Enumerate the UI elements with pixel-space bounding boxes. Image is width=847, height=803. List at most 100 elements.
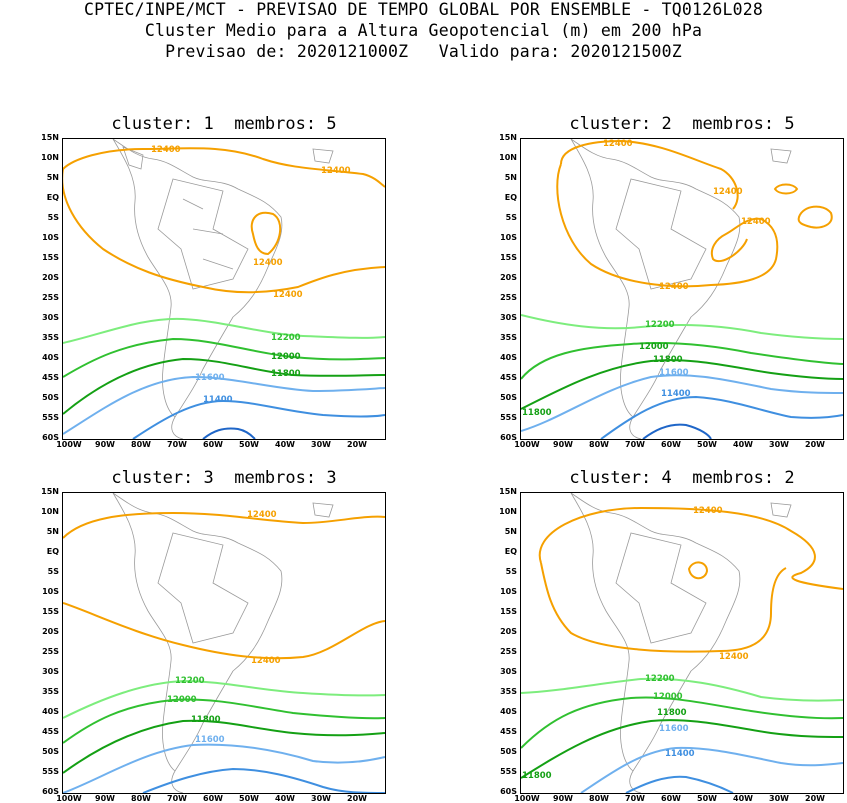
contour-12200 [63, 679, 385, 719]
lat-tick-label: 5S [505, 213, 517, 222]
label-a: 12400 [603, 139, 633, 149]
lon-tick-label: 80W [131, 440, 151, 449]
lon-tick-label: 50W [239, 440, 259, 449]
lon-tick-label: 50W [697, 440, 717, 449]
label-e: 12200 [645, 674, 675, 684]
main-title-line-2: Cluster Medio para a Altura Geopotencial… [144, 21, 703, 40]
lon-tick-label: 20W [347, 794, 367, 803]
label-i: 11400 [665, 749, 695, 759]
lat-tick-label: 25S [42, 293, 59, 302]
lat-tick-label: 35S [42, 333, 59, 342]
lat-tick-label: 10N [499, 507, 517, 516]
contour-11600 [63, 375, 385, 435]
lon-tick-label: 40W [733, 794, 753, 803]
label-d: 12400 [251, 656, 281, 666]
lon-tick-label: 70W [167, 794, 187, 803]
label-f: 12000 [653, 692, 683, 702]
contour-11800 [521, 359, 843, 410]
lon-tick-label: 80W [589, 794, 609, 803]
lon-tick-label: 40W [275, 440, 295, 449]
lat-tick-label: 5S [47, 567, 59, 576]
label-d: 12400 [719, 652, 749, 662]
lat-tick-label: 5S [505, 567, 517, 576]
lon-tick-label: 40W [275, 794, 295, 803]
lat-tick-label: 10N [499, 153, 517, 162]
lat-tick-label: 30S [500, 667, 517, 676]
lat-tick-label: 5N [46, 527, 59, 536]
lat-tick-label: 55S [500, 413, 517, 422]
lat-tick-label: 45S [500, 373, 517, 382]
label-e: 12200 [175, 676, 205, 686]
lat-tick-label: 10S [500, 587, 517, 596]
lat-tick-label: 40S [42, 353, 59, 362]
panel-4-title: cluster: 4 membros: 2 [569, 468, 795, 488]
lat-tick-label: EQ [46, 547, 59, 556]
panel-2-title: cluster: 2 membros: 5 [569, 114, 795, 134]
lat-tick-label: 20S [42, 273, 59, 282]
lon-tick-label: 60W [203, 440, 223, 449]
label-i: 11400 [661, 389, 691, 399]
lat-tick-label: EQ [46, 193, 59, 202]
lon-tick-label: 60W [661, 440, 681, 449]
lat-tick-label: 15N [499, 487, 517, 496]
lat-tick-label: 15S [42, 253, 59, 262]
label-g: 11800 [653, 355, 683, 365]
lon-tick-label: 60W [661, 794, 681, 803]
contour-11800 [63, 357, 385, 415]
label-e: 12200 [271, 333, 301, 343]
lon-tick-label: 80W [589, 440, 609, 449]
lat-tick-label: EQ [504, 193, 517, 202]
coastline [570, 139, 792, 439]
label-j: 11800 [522, 771, 552, 781]
lon-tick-label: 90W [95, 794, 115, 803]
contour-12000 [63, 337, 385, 378]
contour-11400 [600, 395, 843, 439]
main-title-line-1: CPTEC/INPE/MCT - PREVISAO DE TEMPO GLOBA… [84, 0, 763, 19]
lat-tick-label: 15N [499, 133, 517, 142]
contour-11800 [63, 719, 385, 774]
label-f: 12000 [167, 695, 197, 705]
label-h: 11600 [659, 724, 689, 734]
lat-tick-label: 20S [500, 627, 517, 636]
label-f: 12000 [639, 342, 669, 352]
lat-tick-label: 20S [500, 273, 517, 282]
lon-tick-label: 70W [625, 440, 645, 449]
lat-tick-label: 10N [41, 153, 59, 162]
lat-tick-label: 45S [500, 727, 517, 736]
label-h: 11600 [659, 368, 689, 378]
contour-12400 [556, 139, 833, 288]
lat-tick-label: 10N [41, 507, 59, 516]
lat-tick-label: 35S [500, 333, 517, 342]
lat-tick-label: 40S [42, 707, 59, 716]
contour-12200 [521, 677, 843, 702]
label-a: 12400 [693, 506, 723, 516]
label-f: 12000 [271, 352, 301, 362]
lon-tick-label: 100W [514, 440, 540, 449]
contour-11600 [580, 746, 843, 793]
lat-tick-label: 5N [504, 527, 517, 536]
lat-tick-label: 25S [500, 647, 517, 656]
lon-tick-label: 100W [514, 794, 540, 803]
lon-tick-label: 100W [56, 440, 82, 449]
contour-12200 [63, 317, 385, 344]
lat-tick-label: 40S [500, 707, 517, 716]
contour-map-4: 12400 12400 12200 12000 11800 11600 1140… [521, 493, 843, 793]
label-c: 12400 [253, 258, 283, 268]
map-panel-cluster-3: 12400 12400 12200 12000 11800 11600 [62, 492, 386, 794]
lon-tick-label: 40W [733, 440, 753, 449]
label-g: 11800 [657, 708, 687, 718]
lat-tick-label: 5N [504, 173, 517, 182]
coastline [112, 139, 334, 439]
contour-12400 [538, 506, 843, 653]
lat-tick-label: 50S [500, 747, 517, 756]
label-d: 12400 [273, 290, 303, 300]
lon-tick-label: 50W [239, 794, 259, 803]
contour-11400 [142, 767, 385, 793]
lat-tick-label: 35S [500, 687, 517, 696]
lon-tick-label: 70W [625, 794, 645, 803]
lat-tick-label: 10S [42, 233, 59, 242]
lon-tick-label: 20W [805, 794, 825, 803]
lon-tick-label: 60W [203, 794, 223, 803]
contour-map-2: 12400 12400 12400 12400 12200 12000 1180… [521, 139, 843, 439]
label-g: 11800 [271, 369, 301, 379]
